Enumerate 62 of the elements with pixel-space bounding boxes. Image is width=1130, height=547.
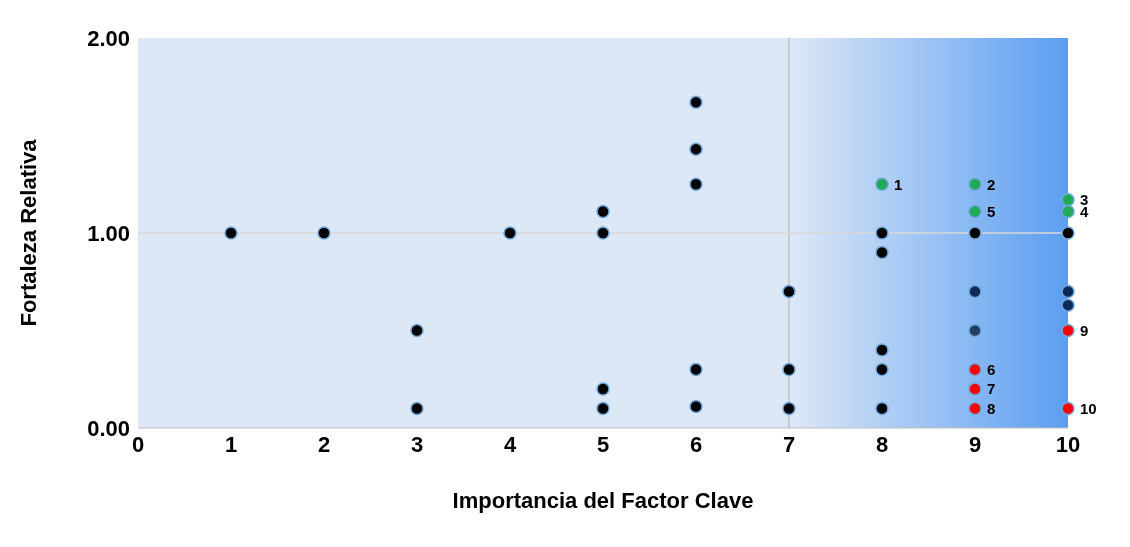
point [968,177,982,191]
x-tick-label: 10 [1055,431,1081,457]
point [410,401,424,416]
annotation: 2 [987,175,996,193]
point [782,362,796,377]
point [968,401,982,416]
point [875,362,889,377]
point [317,226,331,240]
x-axis-title: Importancia del Factor Clave [452,488,754,513]
y-tick-label: 0.00 [87,415,130,441]
x-tick-label: 2 [317,431,331,457]
point [1061,284,1075,299]
x-tick-label: 7 [782,431,796,457]
point [875,343,889,357]
point [596,226,610,240]
x-tick-label: 3 [410,431,424,457]
annotation: 1 [894,175,903,193]
point [596,382,610,396]
x-tick-label: 8 [875,431,889,457]
point [1061,226,1075,240]
point [1061,193,1075,207]
x-tick-label: 1 [224,431,238,457]
point [410,323,424,338]
x-tick-label: 9 [968,431,982,457]
point [1061,204,1075,219]
x-tick-label: 5 [596,431,610,457]
annotation: 5 [987,202,996,220]
point [968,284,982,299]
annotation: 8 [987,399,996,417]
point [875,177,889,191]
point [1061,298,1075,312]
point [875,245,889,260]
point [968,226,982,240]
point [875,226,889,240]
x-tick-label: 0 [131,431,145,457]
point [1061,323,1075,338]
x-tick-label: 6 [689,431,703,457]
y-tick-label: 1.00 [87,220,130,246]
annotation: 6 [987,360,996,378]
point [968,323,982,338]
point [782,284,796,299]
point [1061,401,1075,416]
y-tick-label: 2.00 [87,25,130,51]
point [689,177,703,191]
point [689,399,703,414]
point [224,226,238,240]
point [596,204,610,219]
point [689,142,703,156]
annotation: 7 [987,380,996,398]
annotation: 9 [1080,321,1089,339]
point [968,204,982,219]
x-tick-label: 4 [503,431,517,457]
point [503,226,517,240]
point [689,362,703,377]
point [689,95,703,110]
point [596,401,610,416]
point [968,362,982,377]
point [875,401,889,416]
point [968,382,982,396]
point [782,401,796,416]
annotation: 10 [1080,399,1097,417]
y-axis-title: Fortaleza Relativa [15,138,41,327]
